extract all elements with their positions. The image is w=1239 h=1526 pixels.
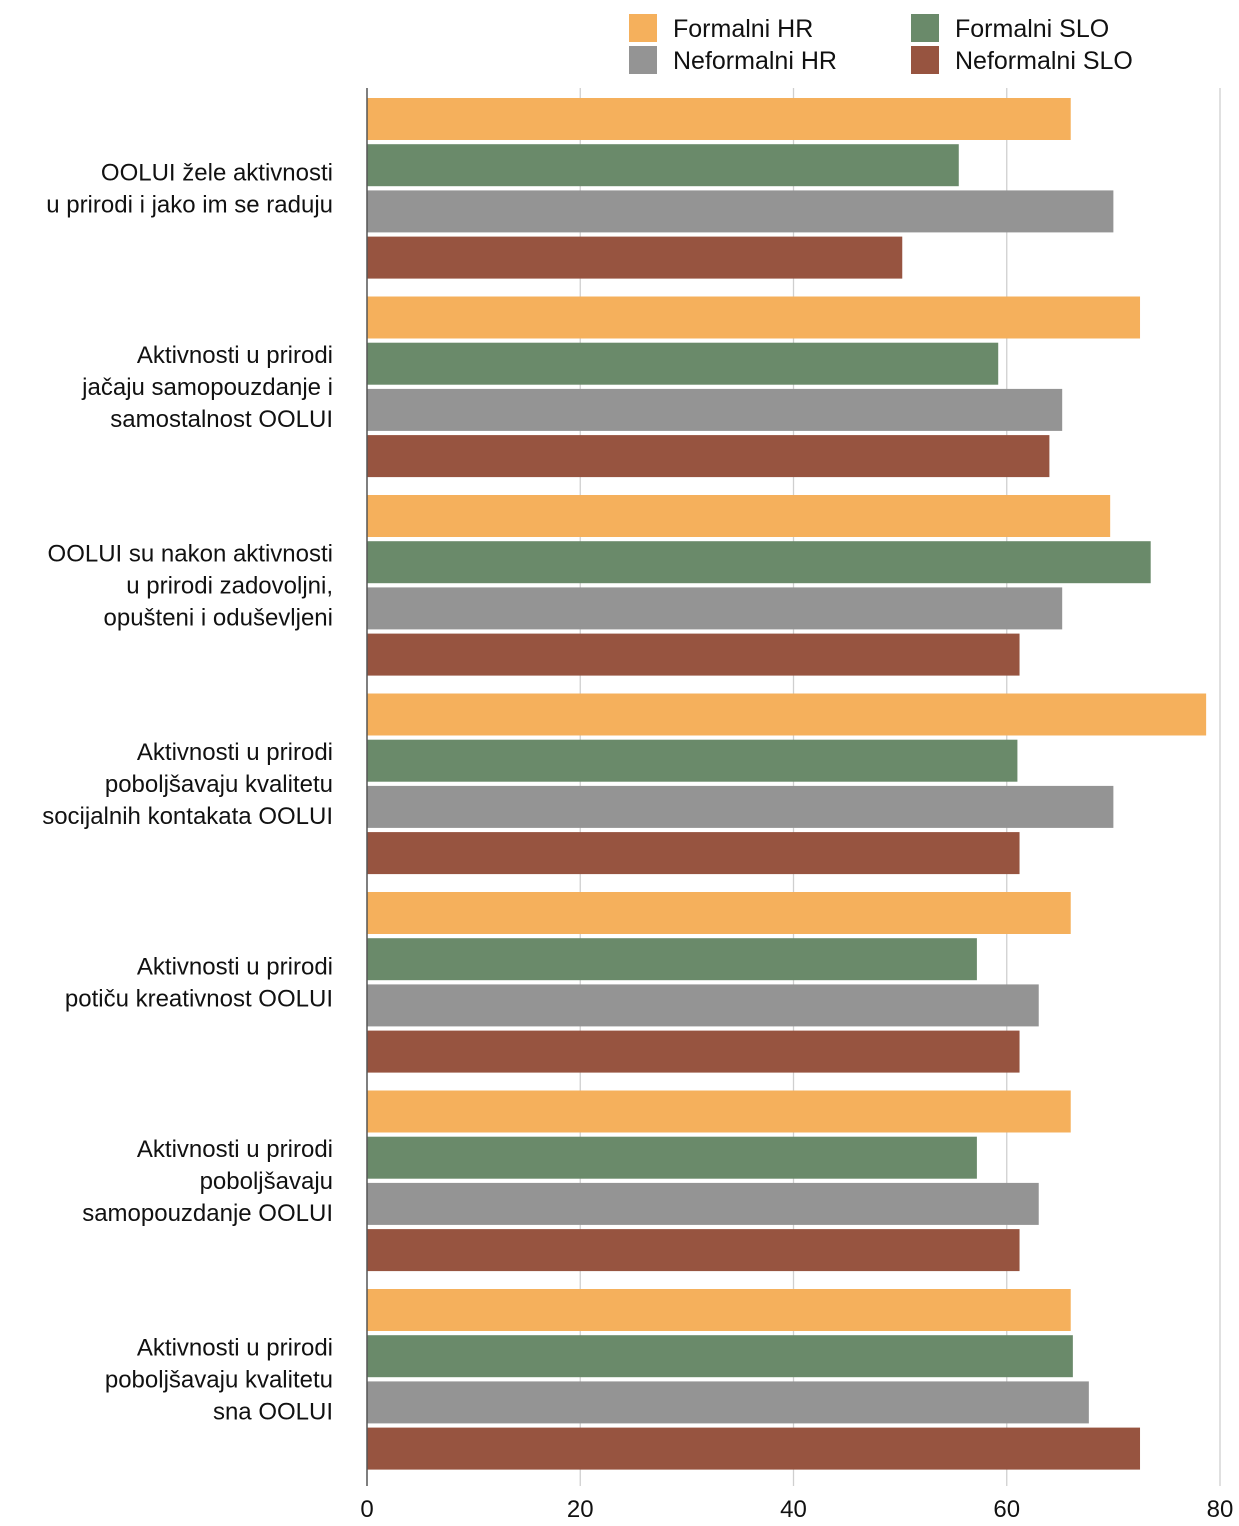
bar-3-neformalni-slo bbox=[367, 633, 1020, 676]
bar-2-neformalni-hr bbox=[367, 388, 1063, 431]
bar-3-neformalni-hr bbox=[367, 587, 1063, 630]
x-tick-label-0: 0 bbox=[360, 1496, 373, 1523]
bar-1-neformalni-hr bbox=[367, 190, 1114, 233]
legend-label-neformalni-hr: Neformalni HR bbox=[673, 47, 837, 75]
bar-4-formalni-slo bbox=[367, 739, 1018, 782]
bar-6-formalni-slo bbox=[367, 1136, 977, 1179]
bar-3-formalni-hr bbox=[367, 495, 1111, 537]
category-label-2: Aktivnosti u prirodi jačaju samopouzdanje… bbox=[81, 342, 333, 433]
category-label-3: OOLUI su nakon aktivnosti u prirodi zadov… bbox=[48, 540, 333, 631]
bar-7-formalni-hr bbox=[367, 1289, 1071, 1331]
bar-6-neformalni-slo bbox=[367, 1229, 1020, 1272]
bar-2-formalni-hr bbox=[367, 296, 1141, 339]
x-tick-label-80: 80 bbox=[1207, 1496, 1234, 1523]
bar-1-formalni-slo bbox=[367, 144, 959, 187]
bar-5-neformalni-hr bbox=[367, 984, 1039, 1027]
bar-4-neformalni-hr bbox=[367, 785, 1114, 828]
legend-label-formalni-hr: Formalni HR bbox=[673, 15, 813, 43]
category-label-7: Aktivnosti u prirodi poboljšavaju kvalite… bbox=[105, 1334, 333, 1425]
bar-7-neformalni-slo bbox=[367, 1427, 1141, 1470]
bar-1-neformalni-slo bbox=[367, 236, 903, 279]
bar-4-formalni-hr bbox=[367, 693, 1207, 736]
bar-6-neformalni-hr bbox=[367, 1182, 1039, 1225]
category-label-6: Aktivnosti u prirodi poboljšavaju samopouz… bbox=[82, 1136, 333, 1227]
bar-4-neformalni-slo bbox=[367, 832, 1020, 875]
bars-layer bbox=[367, 98, 1207, 1470]
bar-3-formalni-slo bbox=[367, 541, 1151, 584]
bar-2-formalni-slo bbox=[367, 342, 999, 385]
bar-5-formalni-slo bbox=[367, 938, 977, 981]
x-tick-label-20: 20 bbox=[567, 1496, 594, 1523]
labels-layer: 0 20 40 60 80 OOLUI žele aktivnosti u prirodi … bbox=[42, 159, 1233, 1523]
legend-label-neformalni-slo: Neformalni SLO bbox=[955, 47, 1133, 75]
category-label-4: Aktivnosti u prirodi poboljšavaju kvalite… bbox=[42, 739, 333, 830]
x-tick-label-60: 60 bbox=[993, 1496, 1020, 1523]
bar-7-formalni-slo bbox=[367, 1335, 1073, 1378]
legend-label-formalni-slo: Formalni SLO bbox=[955, 15, 1109, 43]
bar-6-formalni-hr bbox=[367, 1090, 1071, 1133]
bar-2-neformalni-slo bbox=[367, 435, 1050, 478]
bar-7-neformalni-hr bbox=[367, 1381, 1089, 1424]
category-label-5: Aktivnosti u prirodi potiču kreativnost O… bbox=[65, 953, 333, 1012]
bar-5-neformalni-slo bbox=[367, 1030, 1020, 1073]
legend-swatch-formalni-slo bbox=[911, 14, 939, 42]
category-label-1: OOLUI žele aktivnosti u prirodi i jako im… bbox=[46, 159, 333, 218]
legend-swatch-formalni-hr bbox=[629, 14, 657, 42]
legend-swatch-neformalni-hr bbox=[629, 46, 657, 74]
bar-5-formalni-hr bbox=[367, 892, 1071, 934]
x-tick-label-40: 40 bbox=[780, 1496, 807, 1523]
legend: Formalni HR Formalni SLO Neformalni HR Nefo… bbox=[629, 14, 1133, 75]
bar-1-formalni-hr bbox=[367, 98, 1071, 140]
legend-swatch-neformalni-slo bbox=[911, 46, 939, 74]
